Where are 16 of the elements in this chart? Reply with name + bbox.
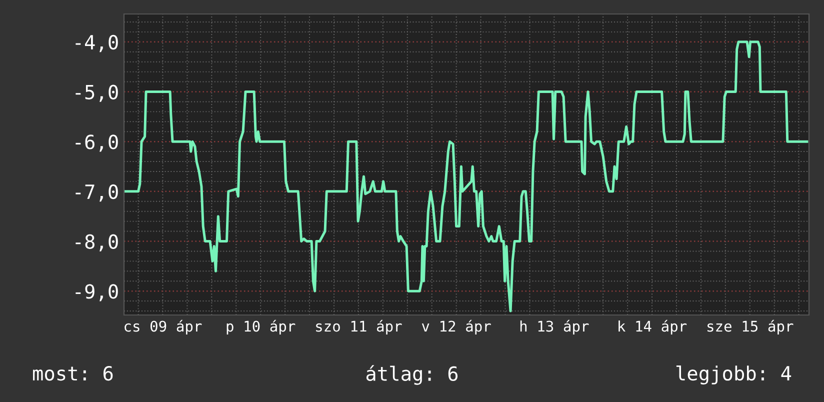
text: most: 6 [33,366,113,381]
y-tick-label: -8,0 [76,234,118,252]
x-tick-label: p 10 ápr [226,320,296,335]
x-tick-label: cs 09 ápr [124,320,202,335]
text: átlag: 6 [366,365,458,385]
x-tick-label: k 14 ápr [618,320,687,335]
y-tick-label: -9,0 [76,284,118,302]
x-tick-label: h 13 ápr [520,320,589,335]
y-tick-label: -6,0 [76,134,118,152]
x-tick-label: sze 15 ápr [707,320,794,335]
y-tick-label: -7,0 [76,184,118,202]
x-tick-label: szo 11 ápr [316,320,402,335]
x-tick-label: v 12 ápr [422,320,491,335]
y-tick-label: -5,0 [76,84,118,102]
text: legjobb: 4 [676,365,792,385]
y-tick-label: -4,0 [76,34,118,52]
